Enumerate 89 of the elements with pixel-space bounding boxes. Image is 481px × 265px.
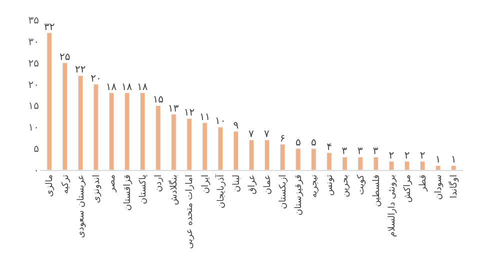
x-tick-label: اردن	[154, 174, 164, 192]
bar	[296, 148, 301, 170]
x-tick-label: قرقیزستان	[294, 174, 304, 216]
bar	[311, 148, 316, 170]
data-label: ۱	[435, 154, 441, 166]
bar	[93, 84, 99, 170]
bar	[248, 140, 254, 170]
y-tick-label: ۱۰	[28, 122, 39, 134]
bar	[202, 122, 208, 170]
x-tick-label: پاکستان	[138, 174, 149, 204]
bar	[264, 140, 270, 170]
bar	[124, 92, 130, 170]
data-label: ۱۰	[215, 116, 226, 128]
x-tick-label: مصر	[107, 174, 118, 194]
x-tick-label: تونس	[325, 174, 336, 196]
y-tick-label: ۰	[34, 166, 39, 176]
x-tick-label: مراکش	[402, 174, 413, 203]
bar	[108, 92, 114, 170]
bar	[140, 92, 146, 170]
data-label: ۹	[233, 120, 239, 132]
x-tick-label: فلسطین	[372, 174, 382, 207]
data-label: ۱۸	[106, 82, 118, 93]
data-label: ۲	[420, 150, 426, 162]
data-label: ۲۰	[90, 73, 102, 84]
bar	[388, 161, 394, 170]
data-label: ۲	[404, 150, 410, 162]
data-label: ۵	[295, 138, 301, 149]
x-tick-label: برونئی دارالسلام	[387, 174, 398, 238]
bar	[46, 32, 52, 170]
x-tick-label: قطر	[418, 174, 428, 192]
bar	[404, 161, 410, 170]
bar	[373, 156, 378, 170]
bar	[342, 156, 348, 170]
data-label: ۱۳	[168, 103, 180, 114]
data-label: ۳	[342, 146, 348, 158]
y-tick-label: ۲۵	[28, 58, 39, 70]
data-label: ۴	[326, 142, 332, 153]
data-label: ۲	[388, 150, 394, 162]
bar	[326, 152, 332, 170]
x-tick-label: بحرین	[340, 174, 351, 198]
x-tick-label: بنگلادش	[168, 174, 180, 206]
x-tick-label: ایران	[200, 174, 211, 194]
data-label: ۶	[280, 133, 286, 144]
y-tick-label: ۳۵	[28, 16, 39, 26]
bar	[186, 118, 192, 170]
x-tick-label: کویت	[356, 174, 366, 195]
y-tick-label: ۱۵	[28, 101, 39, 112]
x-tick-label: عراق	[247, 174, 258, 194]
x-tick-label: ازبکستان	[278, 174, 289, 210]
data-label: ۳۲	[44, 22, 55, 33]
bar	[233, 131, 239, 170]
x-tick-label: نیجریه	[310, 174, 320, 198]
bar	[156, 105, 161, 170]
x-tick-label: عمان	[262, 174, 273, 195]
data-label: ۱۱	[199, 112, 210, 123]
y-tick-label: ۳۰	[28, 36, 39, 48]
data-label: ۱۸	[121, 82, 133, 93]
bar	[78, 75, 84, 170]
bar	[280, 144, 286, 170]
bar	[436, 165, 441, 170]
x-tick-label: لبنان	[232, 174, 242, 192]
data-label: ۱	[450, 154, 456, 166]
data-label: ۵	[311, 138, 316, 149]
x-tick-label: آذربایجان	[214, 174, 226, 208]
data-label: ۷	[248, 129, 254, 140]
x-tick-label: اندونزی	[92, 174, 102, 204]
data-label: ۱۸	[136, 82, 148, 93]
bar	[171, 114, 176, 170]
data-label: ۲۲	[75, 64, 86, 76]
bar	[451, 165, 456, 170]
x-tick-label: عربستان سعودی	[76, 174, 86, 238]
bar	[358, 156, 363, 170]
x-tick-label: سودان	[434, 174, 444, 200]
bar	[420, 161, 426, 170]
data-label: ۳	[357, 146, 364, 158]
y-tick-label: ۲۰	[28, 80, 39, 91]
data-label: ۱۲	[184, 108, 195, 119]
data-label: ۳	[372, 146, 379, 158]
x-tick-label: امارات متحده عربی	[185, 174, 196, 249]
y-tick-label: ۵	[34, 144, 39, 156]
data-label: ۷	[264, 129, 270, 140]
bar	[218, 126, 223, 170]
bar	[62, 62, 68, 170]
x-tick-label: اوگاندا	[448, 174, 460, 198]
x-tick-label: قزاقستان	[123, 174, 134, 211]
data-label: ۲۵	[60, 52, 70, 63]
x-tick-label: مالزی	[45, 174, 56, 197]
data-label: ۱۵	[152, 94, 164, 106]
x-tick-label: ترکیه	[60, 174, 71, 194]
